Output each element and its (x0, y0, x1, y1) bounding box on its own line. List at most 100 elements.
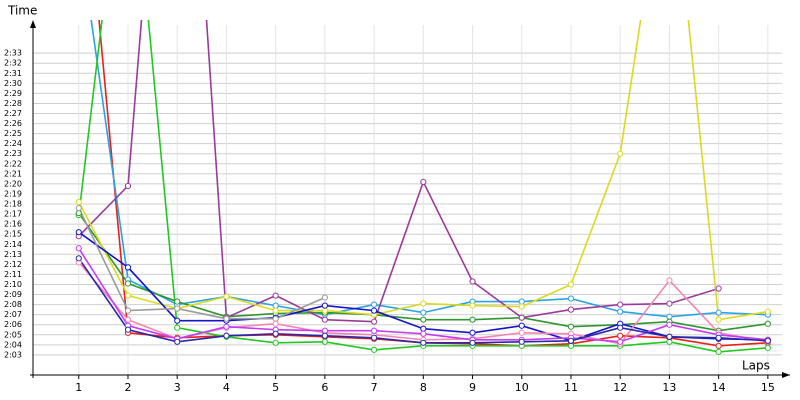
y-tick-label: 2:30 (4, 79, 22, 88)
data-point (469, 329, 476, 336)
data-point (715, 316, 722, 323)
data-point (223, 323, 230, 330)
data-point (321, 302, 328, 309)
x-tick-label: 1 (75, 381, 82, 394)
data-point (617, 332, 624, 339)
data-point (666, 277, 673, 284)
y-axis-arrow (30, 20, 36, 28)
data-point (567, 323, 575, 330)
data-point (174, 324, 181, 331)
data-point (370, 307, 378, 314)
data-point (321, 327, 328, 334)
y-tick-label: 2:22 (4, 159, 22, 168)
y-tick-label: 2:05 (4, 330, 22, 339)
data-point (420, 316, 427, 323)
data-point (469, 302, 476, 309)
data-point (124, 326, 132, 333)
plot-area (75, 20, 771, 355)
data-point (469, 339, 476, 346)
data-point (469, 278, 476, 285)
data-point (321, 294, 328, 301)
y-tick-label: 2:09 (4, 290, 22, 299)
data-point (223, 315, 230, 322)
data-point (124, 292, 132, 299)
y-tick-label: 2:10 (4, 280, 22, 289)
ticks: 2:032:042:052:062:072:082:092:102:112:12… (4, 49, 775, 394)
x-tick-label: 13 (662, 381, 676, 394)
data-point (617, 324, 624, 331)
data-point (715, 342, 722, 349)
data-point (272, 330, 279, 337)
data-point (124, 307, 132, 314)
x-tick-label: 11 (564, 381, 578, 394)
data-point (666, 333, 673, 340)
x-tick-label: 6 (321, 381, 328, 394)
y-tick-label: 2:16 (4, 220, 22, 229)
y-tick-label: 2:15 (4, 230, 22, 239)
data-point (617, 301, 624, 308)
data-point (321, 338, 328, 345)
series-line (78, 20, 719, 323)
x-tick-label: 5 (272, 381, 279, 394)
data-point (518, 338, 525, 345)
data-point (715, 285, 722, 292)
data-point (75, 198, 82, 206)
data-point (370, 334, 378, 341)
data-point (617, 338, 624, 345)
x-tick-label: 12 (613, 381, 627, 394)
x-tick-label: 10 (515, 381, 529, 394)
y-tick-label: 2:08 (4, 300, 22, 309)
y-tick-label: 2:04 (4, 340, 22, 349)
x-tick-label: 2 (124, 381, 131, 394)
x-tick-label: 3 (174, 381, 181, 394)
y-tick-label: 2:19 (4, 189, 22, 198)
x-tick-label: 15 (761, 381, 775, 394)
y-tick-label: 2:03 (4, 350, 22, 359)
y-tick-label: 2:21 (4, 169, 22, 178)
data-point (518, 298, 525, 305)
y-tick-label: 2:29 (4, 89, 22, 98)
y-tick-label: 2:18 (4, 200, 22, 209)
data-point (174, 317, 181, 324)
data-point (272, 339, 279, 346)
data-point (124, 182, 132, 190)
y-tick-label: 2:24 (4, 139, 22, 148)
data-point (715, 309, 722, 316)
data-point (764, 344, 771, 351)
x-axis-label: Laps (742, 359, 770, 373)
data-point (420, 330, 427, 337)
data-point (420, 325, 427, 332)
data-point (420, 178, 427, 185)
data-point (75, 255, 82, 262)
data-point (666, 313, 673, 320)
y-tick-label: 2:13 (4, 250, 22, 259)
data-point (75, 209, 82, 217)
data-point (174, 305, 181, 312)
y-axis-label: Time (7, 4, 37, 18)
data-point (666, 300, 673, 307)
x-tick-label: 9 (469, 381, 476, 394)
series-line (78, 207, 326, 320)
x-tick-label: 4 (223, 381, 230, 394)
data-point (518, 314, 525, 321)
data-point (124, 264, 132, 271)
data-point (321, 316, 328, 323)
data-point (617, 150, 624, 157)
y-tick-label: 2:31 (4, 69, 22, 78)
data-point (370, 327, 378, 334)
y-tick-label: 2:23 (4, 149, 22, 158)
data-point (518, 322, 525, 329)
x-tick-label: 14 (712, 381, 726, 394)
data-point (272, 320, 279, 327)
y-tick-label: 2:25 (4, 129, 22, 138)
data-point (124, 316, 132, 323)
data-point (272, 302, 279, 309)
data-point (666, 338, 673, 345)
data-point (715, 334, 722, 341)
data-point (764, 320, 771, 327)
x-tick-label: 7 (371, 381, 378, 394)
y-tick-label: 2:26 (4, 119, 22, 128)
data-point (764, 337, 771, 344)
data-point (321, 307, 328, 314)
data-point (124, 280, 132, 287)
